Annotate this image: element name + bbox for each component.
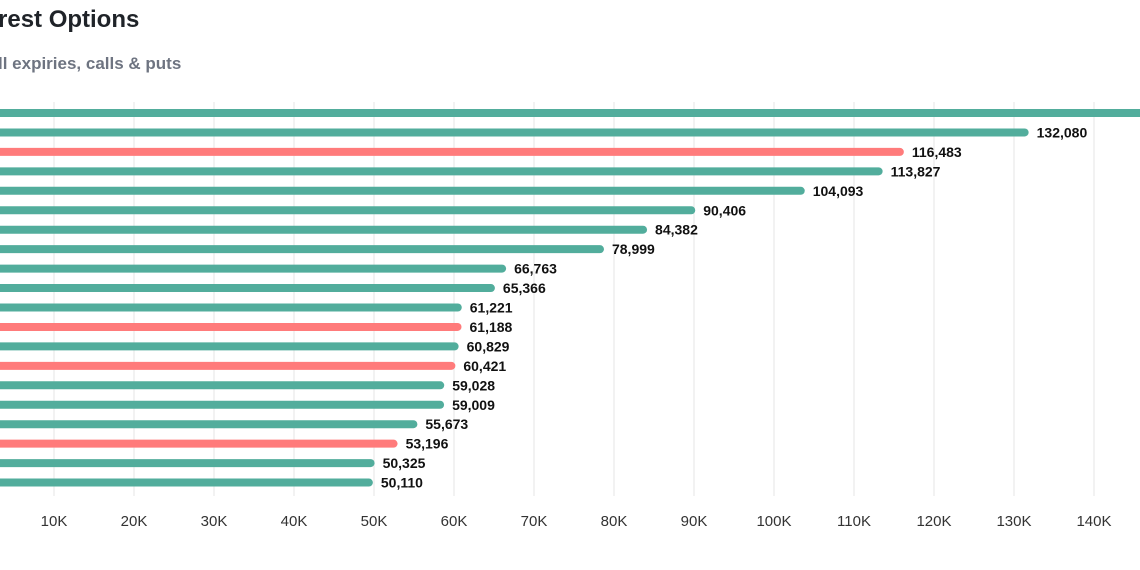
data-label: 50,110 [381,475,423,491]
x-tick-label: 50K [361,513,388,530]
data-label: 84,382 [655,222,698,238]
x-tick-label: 140K [1076,513,1111,530]
data-label: 132,080 [1037,124,1088,140]
x-tick-label: 80K [601,513,628,530]
bar [0,264,507,273]
x-tick-label: 10K [41,513,68,530]
data-label: 104,093 [813,183,864,199]
bar [0,186,805,195]
data-label: 55,673 [425,416,468,432]
x-tick-label: 120K [916,513,951,530]
x-tick-label: 130K [996,513,1031,530]
data-label: 60,421 [463,358,506,374]
data-label: 59,028 [452,377,495,393]
bar [0,147,904,156]
data-label: 59,009 [452,397,495,413]
data-label: 65,366 [503,280,546,296]
bar [0,245,604,254]
chart-subtitle: ll expiries, calls & puts [0,54,182,73]
bar [0,303,462,312]
x-tick-label: 60K [441,513,468,530]
bar [0,420,418,429]
x-tick-label: 20K [121,513,148,530]
bar [0,225,648,234]
bar [0,322,462,331]
data-label: 116,483 [912,144,962,160]
data-label: 60,829 [467,338,510,354]
chart-title: rest Options [0,6,140,33]
data-label: 61,221 [470,300,513,316]
bar [0,439,398,448]
bar [0,284,495,293]
bar [0,400,445,409]
x-tick-label: 70K [521,513,548,530]
bar [0,361,456,370]
data-label: 113,827 [891,163,941,179]
bar [0,167,883,176]
bar [0,109,1140,117]
x-tick-label: 90K [681,513,708,530]
x-tick-label: 30K [201,513,228,530]
x-tick-label: 110K [837,513,871,530]
data-label: 53,196 [406,436,449,452]
data-label: 61,188 [470,319,513,335]
bar [0,342,459,351]
bar [0,128,1029,137]
x-tick-label: 40K [281,513,308,530]
bar [0,459,375,468]
x-tick-label: 100K [756,513,791,530]
data-label: 78,999 [612,241,655,257]
bar [0,478,373,487]
data-label: 50,325 [383,455,426,471]
data-label: 66,763 [514,261,557,277]
bar [0,206,696,215]
data-label: 90,406 [703,202,746,218]
bar [0,381,445,390]
